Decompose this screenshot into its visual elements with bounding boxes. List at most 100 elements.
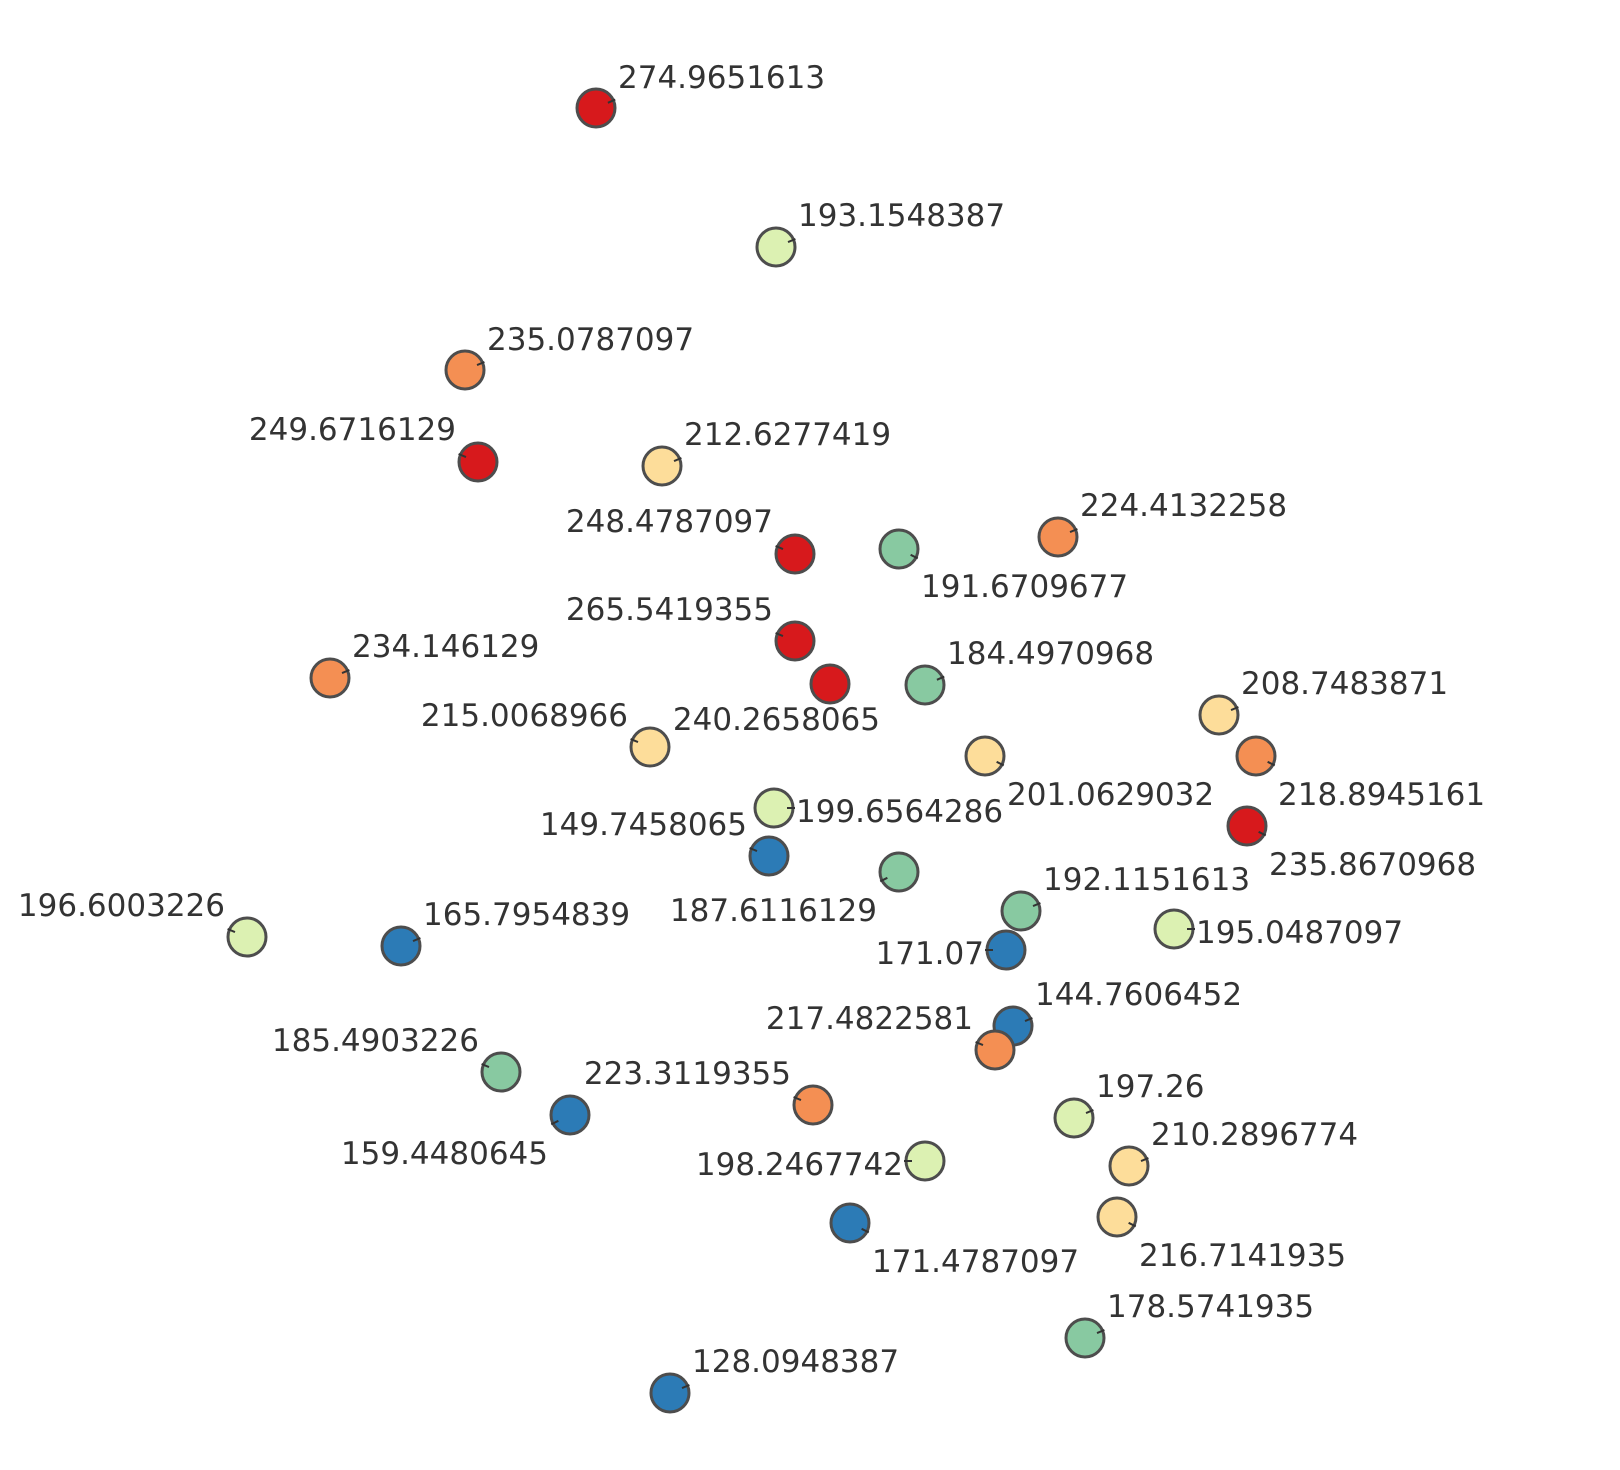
label-leader-235-0787097 (476, 361, 485, 366)
point-group-201-0629032: 201.0629032 (964, 735, 1214, 813)
data-label-217-4822581: 217.4822581 (766, 1001, 973, 1037)
scatter-point-223-3119355[interactable] (792, 1084, 834, 1126)
label-leader-224-4132258 (1069, 528, 1078, 533)
point-group-128-0948387: 128.0948387 (649, 1344, 899, 1414)
scatter-point-193-1548387[interactable] (755, 226, 797, 268)
label-leader-201-0629032 (996, 760, 1005, 767)
point-group-274-9651613: 274.9651613 (575, 60, 825, 129)
point-group-144-7606452: 144.7606452 (992, 977, 1242, 1047)
scatter-point-215-0068966[interactable] (629, 726, 671, 768)
scatter-point-171-4787097[interactable] (829, 1202, 871, 1244)
label-leader-187-6116129 (879, 876, 888, 883)
point-group-212-6277419: 212.6277419 (641, 417, 891, 487)
label-leader-185-4903226 (481, 1063, 490, 1068)
scatter-point-234-146129[interactable] (309, 657, 351, 699)
scatter-point-224-4132258[interactable] (1037, 516, 1079, 558)
label-leader-171-4787097 (861, 1227, 870, 1234)
point-group-159-4480645: 159.4480645 (341, 1094, 591, 1172)
scatter-point-201-0629032[interactable] (964, 735, 1006, 777)
data-label-178-5741935: 178.5741935 (1107, 1289, 1314, 1325)
point-group-235-0787097: 235.0787097 (444, 322, 694, 391)
point-group-235-8670968: 235.8670968 (1226, 805, 1476, 883)
point-group-210-2896774: 210.2896774 (1108, 1117, 1358, 1187)
point-group-198-2467742: 198.2467742 (696, 1140, 946, 1183)
label-leader-212-6277419 (673, 457, 682, 462)
label-leader-178-5741935 (1096, 1329, 1105, 1334)
scatter-point-165-7954839[interactable] (380, 925, 422, 967)
label-leader-208-7483871 (1230, 706, 1239, 711)
scatter-point-128-0948387[interactable] (649, 1372, 691, 1414)
point-group-178-5741935: 178.5741935 (1064, 1289, 1314, 1359)
label-leader-144-7606452 (1024, 1017, 1033, 1022)
data-label-249-6716129: 249.6716129 (249, 412, 456, 448)
scatter-point-216-7141935[interactable] (1096, 1196, 1138, 1238)
scatter-point-217-4822581[interactable] (974, 1029, 1016, 1071)
scatter-point-248-4787097[interactable] (774, 533, 816, 575)
label-leader-215-0068966 (630, 738, 639, 743)
data-label-248-4787097: 248.4787097 (566, 504, 773, 540)
point-group-215-0068966: 215.0068966 (421, 698, 671, 768)
label-leader-248-4787097 (775, 545, 784, 550)
scatter-point-274-9651613[interactable] (575, 87, 617, 129)
data-label-195-0487097: 195.0487097 (1196, 915, 1403, 951)
label-leader-128-0948387 (681, 1384, 690, 1389)
data-label-185-4903226: 185.4903226 (272, 1023, 479, 1059)
point-group-217-4822581: 217.4822581 (766, 1001, 1016, 1071)
data-label-187-6116129: 187.6116129 (670, 893, 877, 929)
scatter-point-235-8670968[interactable] (1226, 805, 1268, 847)
data-label-193-1548387: 193.1548387 (798, 198, 1005, 234)
point-group-171-4787097: 171.4787097 (829, 1202, 1079, 1280)
data-label-265-5419355: 265.5419355 (566, 592, 773, 628)
label-leader-223-3119355 (793, 1096, 802, 1101)
scatter-point-240-2658065[interactable] (809, 663, 851, 705)
data-label-196-6003226: 196.6003226 (18, 888, 225, 924)
data-label-274-9651613: 274.9651613 (618, 60, 825, 96)
point-group-223-3119355: 223.3119355 (584, 1056, 834, 1126)
scatter-point-196-6003226[interactable] (226, 916, 268, 958)
data-label-218-8945161: 218.8945161 (1278, 777, 1485, 813)
scatter-point-191-6709677[interactable] (878, 528, 920, 570)
label-leader-165-7954839 (412, 937, 421, 942)
point-group-224-4132258: 224.4132258 (1037, 488, 1287, 558)
scatter-point-192-1151613[interactable] (1000, 890, 1042, 932)
point-group-249-6716129: 249.6716129 (249, 412, 499, 483)
data-label-212-6277419: 212.6277419 (684, 417, 891, 453)
scatter-point-235-0787097[interactable] (444, 349, 486, 391)
point-group-216-7141935: 216.7141935 (1096, 1196, 1346, 1274)
data-label-171-07: 171.07 (876, 936, 984, 972)
scatter-point-208-7483871[interactable] (1198, 694, 1240, 736)
label-leader-234-146129 (341, 669, 350, 674)
data-label-208-7483871: 208.7483871 (1241, 666, 1448, 702)
scatter-point-185-4903226[interactable] (480, 1051, 522, 1093)
scatter-point-197-26[interactable] (1053, 1097, 1095, 1139)
data-label-234-146129: 234.146129 (352, 629, 539, 665)
scatter-point-178-5741935[interactable] (1064, 1317, 1106, 1359)
data-label-191-6709677: 191.6709677 (921, 569, 1128, 605)
scatter-point-249-6716129[interactable] (457, 441, 499, 483)
point-group-184-4970968: 184.4970968 (904, 636, 1154, 706)
point-group-234-146129: 234.146129 (309, 629, 539, 699)
label-leader-217-4822581 (975, 1041, 984, 1046)
scatter-point-210-2896774[interactable] (1108, 1145, 1150, 1187)
data-label-184-4970968: 184.4970968 (947, 636, 1154, 672)
data-label-240-2658065: 240.2658065 (673, 702, 880, 738)
data-label-144-7606452: 144.7606452 (1035, 977, 1242, 1013)
data-label-216-7141935: 216.7141935 (1139, 1238, 1346, 1274)
data-label-192-1151613: 192.1151613 (1043, 862, 1250, 898)
scatter-point-159-4480645[interactable] (549, 1094, 591, 1136)
scatter-point-149-7458065[interactable] (748, 835, 790, 877)
scatter-point-218-8945161[interactable] (1235, 735, 1277, 777)
label-leader-218-8945161 (1267, 760, 1276, 767)
data-label-223-3119355: 223.3119355 (584, 1056, 791, 1092)
scatter-point-265-5419355[interactable] (774, 620, 816, 662)
scatter-point-184-4970968[interactable] (904, 664, 946, 706)
scatter-point-212-6277419[interactable] (641, 445, 683, 487)
point-group-192-1151613: 192.1151613 (1000, 862, 1250, 932)
point-group-196-6003226: 196.6003226 (18, 888, 268, 958)
label-leader-274-9651613 (607, 98, 616, 104)
data-label-224-4132258: 224.4132258 (1080, 488, 1287, 524)
label-leader-192-1151613 (1032, 902, 1041, 907)
point-group-197-26: 197.26 (1053, 1069, 1204, 1139)
scatter-point-187-6116129[interactable] (878, 851, 920, 893)
